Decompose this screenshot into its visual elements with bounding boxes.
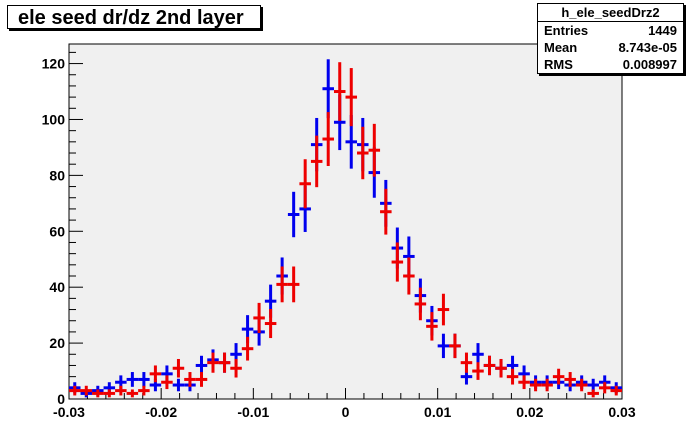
data-point bbox=[138, 372, 150, 387]
data-point bbox=[322, 112, 334, 166]
x-tick-label: 0.02 bbox=[516, 404, 543, 420]
data-point bbox=[138, 385, 150, 396]
stats-value: 0.008997 bbox=[622, 57, 677, 72]
data-point bbox=[310, 135, 323, 188]
stats-label: RMS bbox=[544, 57, 573, 72]
data-point bbox=[437, 333, 450, 359]
data-point bbox=[333, 62, 346, 121]
data-point bbox=[472, 343, 484, 366]
data-point bbox=[184, 372, 196, 387]
stats-value: 8.743e-05 bbox=[618, 40, 677, 55]
data-point bbox=[552, 368, 565, 385]
data-point bbox=[495, 358, 507, 378]
data-point bbox=[529, 378, 542, 392]
data-point bbox=[426, 312, 438, 341]
data-point bbox=[276, 266, 288, 303]
y-tick-label: 60 bbox=[49, 223, 65, 239]
data-point bbox=[598, 382, 611, 394]
data-point bbox=[207, 352, 219, 373]
data-point bbox=[103, 389, 116, 398]
data-point bbox=[115, 385, 127, 396]
x-tick-label: -0.03 bbox=[53, 404, 85, 420]
y-tick-label: 100 bbox=[42, 111, 66, 127]
data-point bbox=[449, 333, 461, 359]
data-point bbox=[587, 378, 599, 392]
plot-area bbox=[68, 43, 623, 400]
data-point bbox=[287, 266, 300, 303]
x-tick-label: 0.03 bbox=[608, 404, 635, 420]
y-tick-label: 0 bbox=[57, 391, 65, 407]
chart-title: ele seed dr/dz 2nd layer bbox=[7, 5, 261, 29]
data-point bbox=[172, 378, 185, 392]
y-tick-label: 20 bbox=[49, 335, 65, 351]
stats-box: h_ele_seedDrz2 Entries 1449 Mean 8.743e-… bbox=[537, 3, 684, 74]
data-point bbox=[610, 385, 622, 396]
data-point bbox=[149, 365, 162, 383]
stats-label: Mean bbox=[544, 40, 578, 55]
stats-row-mean: Mean 8.743e-05 bbox=[538, 39, 683, 56]
data-point bbox=[264, 309, 277, 339]
data-point bbox=[126, 372, 139, 387]
data-point bbox=[299, 159, 311, 209]
data-point bbox=[414, 287, 427, 321]
data-point bbox=[403, 257, 415, 295]
data-point bbox=[195, 355, 208, 376]
data-point bbox=[483, 355, 496, 376]
axis-tick-labels: -0.03 -0.02 -0.01 0 0.01 0.02 0.03 0 20 40 60 80 100… bbox=[42, 56, 636, 420]
data-point bbox=[92, 389, 104, 398]
data-point bbox=[541, 378, 553, 392]
series-2 bbox=[69, 62, 622, 398]
data-point bbox=[218, 352, 231, 373]
x-tick-label: 0 bbox=[342, 404, 350, 420]
data-point bbox=[391, 242, 404, 282]
x-tick-label: -0.01 bbox=[237, 404, 269, 420]
stats-value: 1449 bbox=[648, 23, 677, 38]
data-point bbox=[322, 59, 334, 119]
data-point bbox=[126, 389, 139, 398]
data-point bbox=[230, 358, 242, 378]
data-point bbox=[460, 352, 473, 373]
y-tick-label: 120 bbox=[42, 56, 66, 72]
stats-label: Entries bbox=[544, 23, 589, 38]
data-point bbox=[437, 293, 450, 326]
data-point bbox=[357, 126, 369, 180]
data-point bbox=[368, 123, 381, 177]
data-point bbox=[518, 375, 530, 390]
data-point bbox=[472, 362, 484, 380]
x-tick-label: 0.01 bbox=[424, 404, 451, 420]
stats-histogram-name: h_ele_seedDrz2 bbox=[538, 4, 683, 22]
data-point bbox=[380, 188, 392, 235]
x-tick-label: -0.02 bbox=[145, 404, 177, 420]
data-point bbox=[80, 385, 93, 396]
y-tick-label: 40 bbox=[49, 279, 65, 295]
data-point bbox=[564, 372, 576, 387]
y-tick-label: 80 bbox=[49, 167, 65, 183]
stats-row-entries: Entries 1449 bbox=[538, 22, 683, 39]
data-point bbox=[575, 378, 588, 392]
stats-row-rms: RMS 0.008997 bbox=[538, 56, 683, 73]
data-point bbox=[287, 191, 300, 238]
data-point bbox=[241, 336, 254, 361]
data-point bbox=[172, 358, 185, 378]
data-point bbox=[69, 385, 81, 396]
data-point bbox=[253, 302, 265, 333]
data-point bbox=[345, 68, 358, 127]
data-point bbox=[506, 368, 519, 385]
data-point bbox=[195, 372, 208, 387]
data-series bbox=[69, 59, 622, 398]
data-point bbox=[161, 375, 173, 390]
data-point bbox=[587, 389, 599, 398]
